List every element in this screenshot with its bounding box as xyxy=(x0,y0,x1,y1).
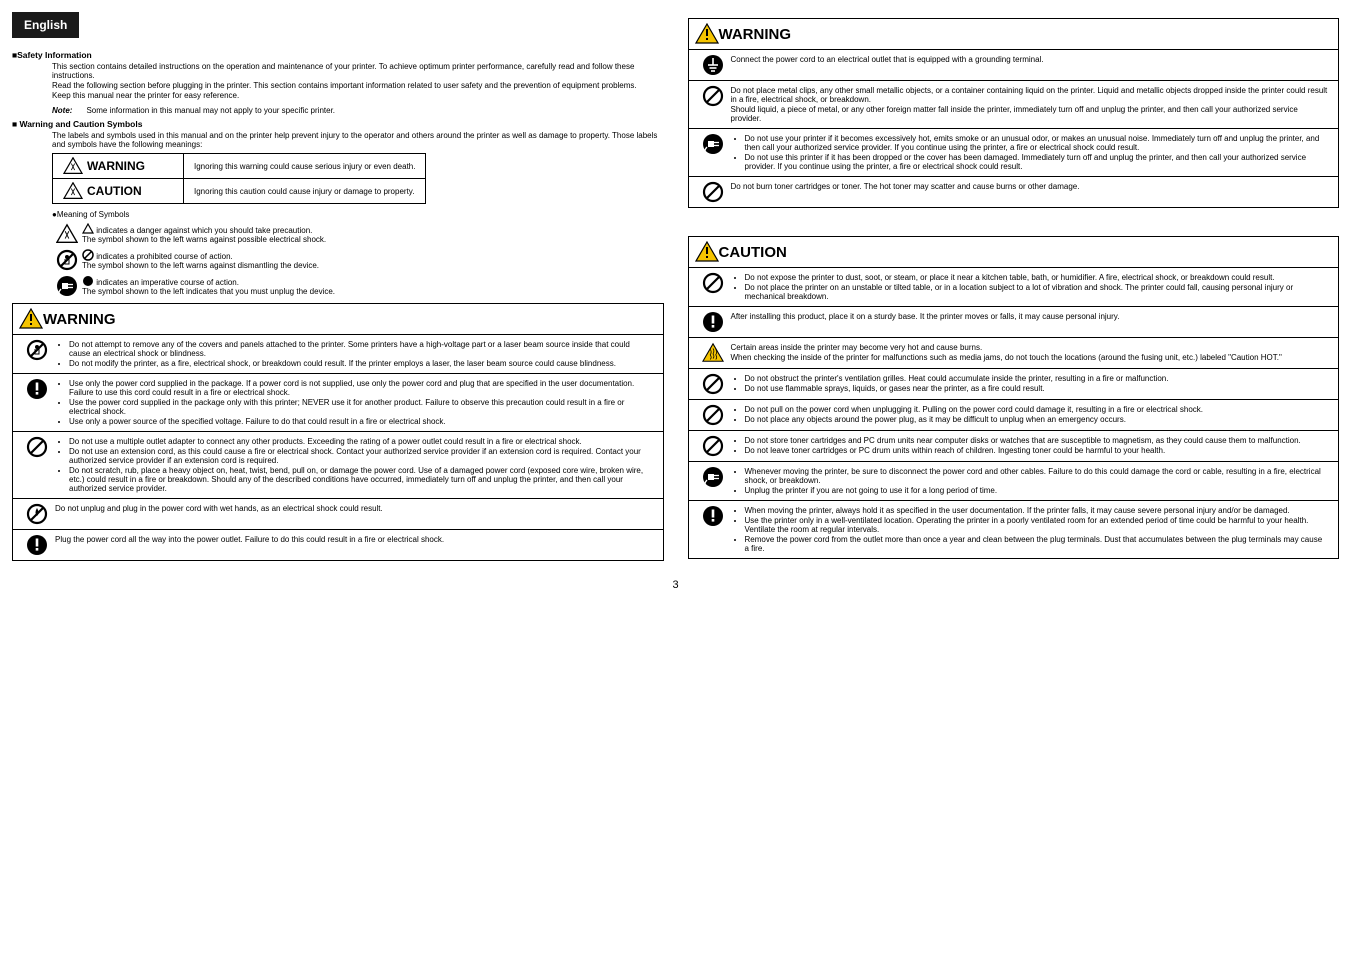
box-bullet: Do not leave toner cartridges or PC drum… xyxy=(745,446,1329,455)
box-text: Connect the power cord to an electrical … xyxy=(731,55,1329,64)
box-bullet: Do not use this printer if it has been d… xyxy=(745,153,1329,171)
box-row: Do not pull on the power cord when unplu… xyxy=(689,400,1339,431)
unplug-icon xyxy=(702,466,724,488)
safety-p3: Keep this manual near the printer for ea… xyxy=(52,91,664,100)
box-row: Do not use a multiple outlet adapter to … xyxy=(13,432,663,499)
box-row: Certain areas inside the printer may bec… xyxy=(689,338,1339,369)
safety-title: ■Safety Information xyxy=(12,50,664,60)
sym-row-triangle: indicates a danger against which you sho… xyxy=(52,223,664,245)
symbols-intro: The labels and symbols used in this manu… xyxy=(52,131,664,149)
no-wet-icon xyxy=(26,503,48,525)
box-bullet: Whenever moving the printer, be sure to … xyxy=(745,467,1329,485)
no-icon xyxy=(702,435,724,457)
warning-box-1: WARNING Do not attempt to remove any of … xyxy=(12,303,664,561)
triangle-shock-icon xyxy=(56,223,78,245)
no-icon xyxy=(702,181,724,203)
box-para: Should liquid, a piece of metal, or any … xyxy=(731,105,1329,123)
box-row: Do not unplug and plug in the power cord… xyxy=(13,499,663,530)
note-label: Note: xyxy=(52,106,72,115)
box-row: After installing this product, place it … xyxy=(689,307,1339,338)
box-text: Plug the power cord all the way into the… xyxy=(55,535,653,544)
box-text: Do not unplug and plug in the power cord… xyxy=(55,504,653,513)
box-row: Do not attempt to remove any of the cove… xyxy=(13,335,663,374)
box-bullet: Do not place any objects around the powe… xyxy=(745,415,1329,424)
ground-icon xyxy=(702,54,724,76)
box-bullet: Do not modify the printer, as a fire, el… xyxy=(69,359,653,368)
page-number: 3 xyxy=(12,579,1339,591)
box-bullet: Do not attempt to remove any of the cove… xyxy=(69,340,653,358)
no-disassemble-icon xyxy=(26,339,48,361)
box-bullet: Unplug the printer if you are not going … xyxy=(745,486,1329,495)
box-bullet: Do not place the printer on an unstable … xyxy=(745,283,1329,301)
excl-black-icon xyxy=(702,311,724,333)
no-icon xyxy=(702,85,724,107)
no-icon xyxy=(702,272,724,294)
caution-box: CAUTION Do not expose the printer to dus… xyxy=(688,236,1340,559)
box-row: When moving the printer, always hold it … xyxy=(689,501,1339,558)
box-row: Do not place metal clips, any other smal… xyxy=(689,81,1339,129)
box-bullet: Remove the power cord from the outlet mo… xyxy=(745,535,1329,553)
excl-black-icon xyxy=(26,534,48,556)
sym-row-prohibited: indicates a prohibited course of action.… xyxy=(52,249,664,271)
box-row: Plug the power cord all the way into the… xyxy=(13,530,663,560)
mini-caution-label: CAUTION xyxy=(63,182,173,200)
box-para: Certain areas inside the printer may bec… xyxy=(731,343,1329,352)
box-bullet: Use only a power source of the specified… xyxy=(69,417,653,426)
no-inline-icon xyxy=(82,249,94,261)
box-bullet: Do not use flammable sprays, liquids, or… xyxy=(745,384,1329,393)
box-bullet: Do not expose the printer to dust, soot,… xyxy=(745,273,1329,282)
box-bullet: Do not store toner cartridges and PC dru… xyxy=(745,436,1329,445)
mini-caution-text: Ignoring this caution could cause injury… xyxy=(184,179,426,204)
box-row: Use only the power cord supplied in the … xyxy=(13,374,663,432)
box-bullet: Do not obstruct the printer's ventilatio… xyxy=(745,374,1329,383)
excl-black-icon xyxy=(26,378,48,400)
box-row: Whenever moving the printer, be sure to … xyxy=(689,462,1339,501)
box-text: After installing this product, place it … xyxy=(731,312,1329,321)
box-row: Do not store toner cartridges and PC dru… xyxy=(689,431,1339,462)
box-bullet: Do not scratch, rub, place a heavy objec… xyxy=(69,466,653,493)
safety-p1: This section contains detailed instructi… xyxy=(52,62,664,80)
box-row: Do not use your printer if it becomes ex… xyxy=(689,129,1339,177)
box-bullet: Do not use an extension cord, as this co… xyxy=(69,447,653,465)
box-row: Do not obstruct the printer's ventilatio… xyxy=(689,369,1339,400)
warning-box-2: WARNING Connect the power cord to an ele… xyxy=(688,18,1340,208)
triangle-inline-icon xyxy=(82,223,94,235)
excl-black-icon xyxy=(702,505,724,527)
warning-triangle-icon xyxy=(695,23,719,45)
box-row: Do not burn toner cartridges or toner. T… xyxy=(689,177,1339,207)
symbols-mini-table: WARNING Ignoring this warning could caus… xyxy=(52,153,426,204)
unplug-icon xyxy=(56,275,78,297)
symbols-title: ■ Warning and Caution Symbols xyxy=(12,119,664,129)
language-badge: English xyxy=(12,12,79,38)
box-text: Do not burn toner cartridges or toner. T… xyxy=(731,182,1329,191)
no-disassemble-icon xyxy=(56,249,78,271)
note-text: Some information in this manual may not … xyxy=(86,106,335,115)
box-bullet: When moving the printer, always hold it … xyxy=(745,506,1329,515)
box-bullet: Use the power cord supplied in the packa… xyxy=(69,398,653,416)
no-icon xyxy=(702,373,724,395)
mini-warning-label: WARNING xyxy=(63,157,173,175)
box-bullet: Do not pull on the power cord when unplu… xyxy=(745,405,1329,414)
safety-p2: Read the following section before pluggi… xyxy=(52,81,664,90)
no-icon xyxy=(26,436,48,458)
unplug-icon xyxy=(702,133,724,155)
box-bullet: Use only the power cord supplied in the … xyxy=(69,379,653,397)
box-bullet: Do not use a multiple outlet adapter to … xyxy=(69,437,653,446)
caution-triangle-icon xyxy=(695,241,719,263)
box-para: Do not place metal clips, any other smal… xyxy=(731,86,1329,104)
box-bullet: Use the printer only in a well-ventilate… xyxy=(745,516,1329,534)
warning-triangle-icon xyxy=(19,308,43,330)
box-row: Do not expose the printer to dust, soot,… xyxy=(689,268,1339,307)
dot-inline-icon xyxy=(82,275,94,287)
box-bullet: Do not use your printer if it becomes ex… xyxy=(745,134,1329,152)
box-para: When checking the inside of the printer … xyxy=(731,353,1329,362)
hot-icon xyxy=(702,342,724,364)
sym-row-imperative: indicates an imperative course of action… xyxy=(52,275,664,297)
no-icon xyxy=(702,404,724,426)
meaning-title: ●Meaning of Symbols xyxy=(52,210,664,219)
box-row: Connect the power cord to an electrical … xyxy=(689,50,1339,81)
mini-warning-text: Ignoring this warning could cause seriou… xyxy=(184,154,426,179)
